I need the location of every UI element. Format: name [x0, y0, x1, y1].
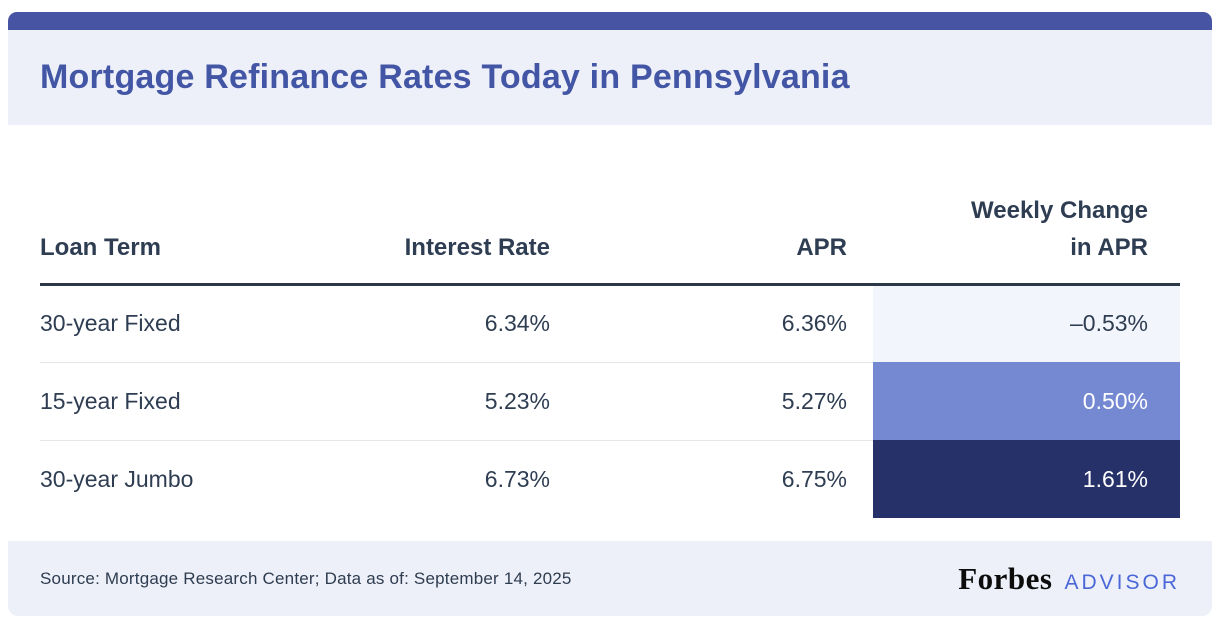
page-title: Mortgage Refinance Rates Today in Pennsy… — [40, 58, 850, 96]
footer-band: Source: Mortgage Research Center; Data a… — [8, 541, 1212, 616]
interest-rate-cell: 5.23% — [350, 361, 550, 440]
weekly-change-cell: 0.50% — [873, 362, 1180, 440]
table-row: 30-year Jumbo 6.73% 6.75% 1.61% — [40, 439, 1180, 518]
column-header-interest-rate: Interest Rate — [350, 185, 550, 286]
top-accent-bar — [8, 12, 1212, 30]
apr-cell: 6.36% — [781, 310, 847, 336]
loan-term-cell: 15-year Fixed — [40, 361, 350, 440]
rates-card: Mortgage Refinance Rates Today in Pennsy… — [8, 12, 1212, 616]
loan-term-cell: 30-year Fixed — [40, 310, 181, 336]
weekly-change-cell: –0.53% — [873, 284, 1180, 362]
apr-cell: 5.27% — [550, 361, 873, 440]
source-attribution: Source: Mortgage Research Center; Data a… — [40, 568, 572, 588]
loan-term-cell: 30-year Jumbo — [40, 439, 350, 518]
advisor-wordmark: ADVISOR — [1064, 570, 1180, 594]
table-row: 15-year Fixed 5.23% 5.27% 0.50% — [40, 361, 1180, 440]
title-band: Mortgage Refinance Rates Today in Pennsy… — [8, 30, 1212, 125]
column-header-loan-term: Loan Term — [40, 185, 350, 286]
weekly-change-cell: 1.61% — [873, 440, 1180, 518]
interest-rate-cell: 6.34% — [484, 310, 550, 336]
rates-table: Loan Term Interest Rate APR Weekly Chang… — [40, 185, 1180, 518]
table-header-row: Loan Term Interest Rate APR Weekly Chang… — [40, 185, 1180, 286]
apr-cell: 6.75% — [550, 439, 873, 518]
column-header-apr: APR — [550, 185, 873, 286]
forbes-advisor-logo: Forbes ADVISOR — [958, 561, 1180, 597]
column-header-weekly-change: Weekly Change in APR — [873, 185, 1180, 286]
forbes-wordmark: Forbes — [958, 560, 1053, 596]
table-row: 30-year Fixed 6.34% 6.36% –0.53% — [40, 284, 1180, 362]
interest-rate-cell: 6.73% — [350, 439, 550, 518]
